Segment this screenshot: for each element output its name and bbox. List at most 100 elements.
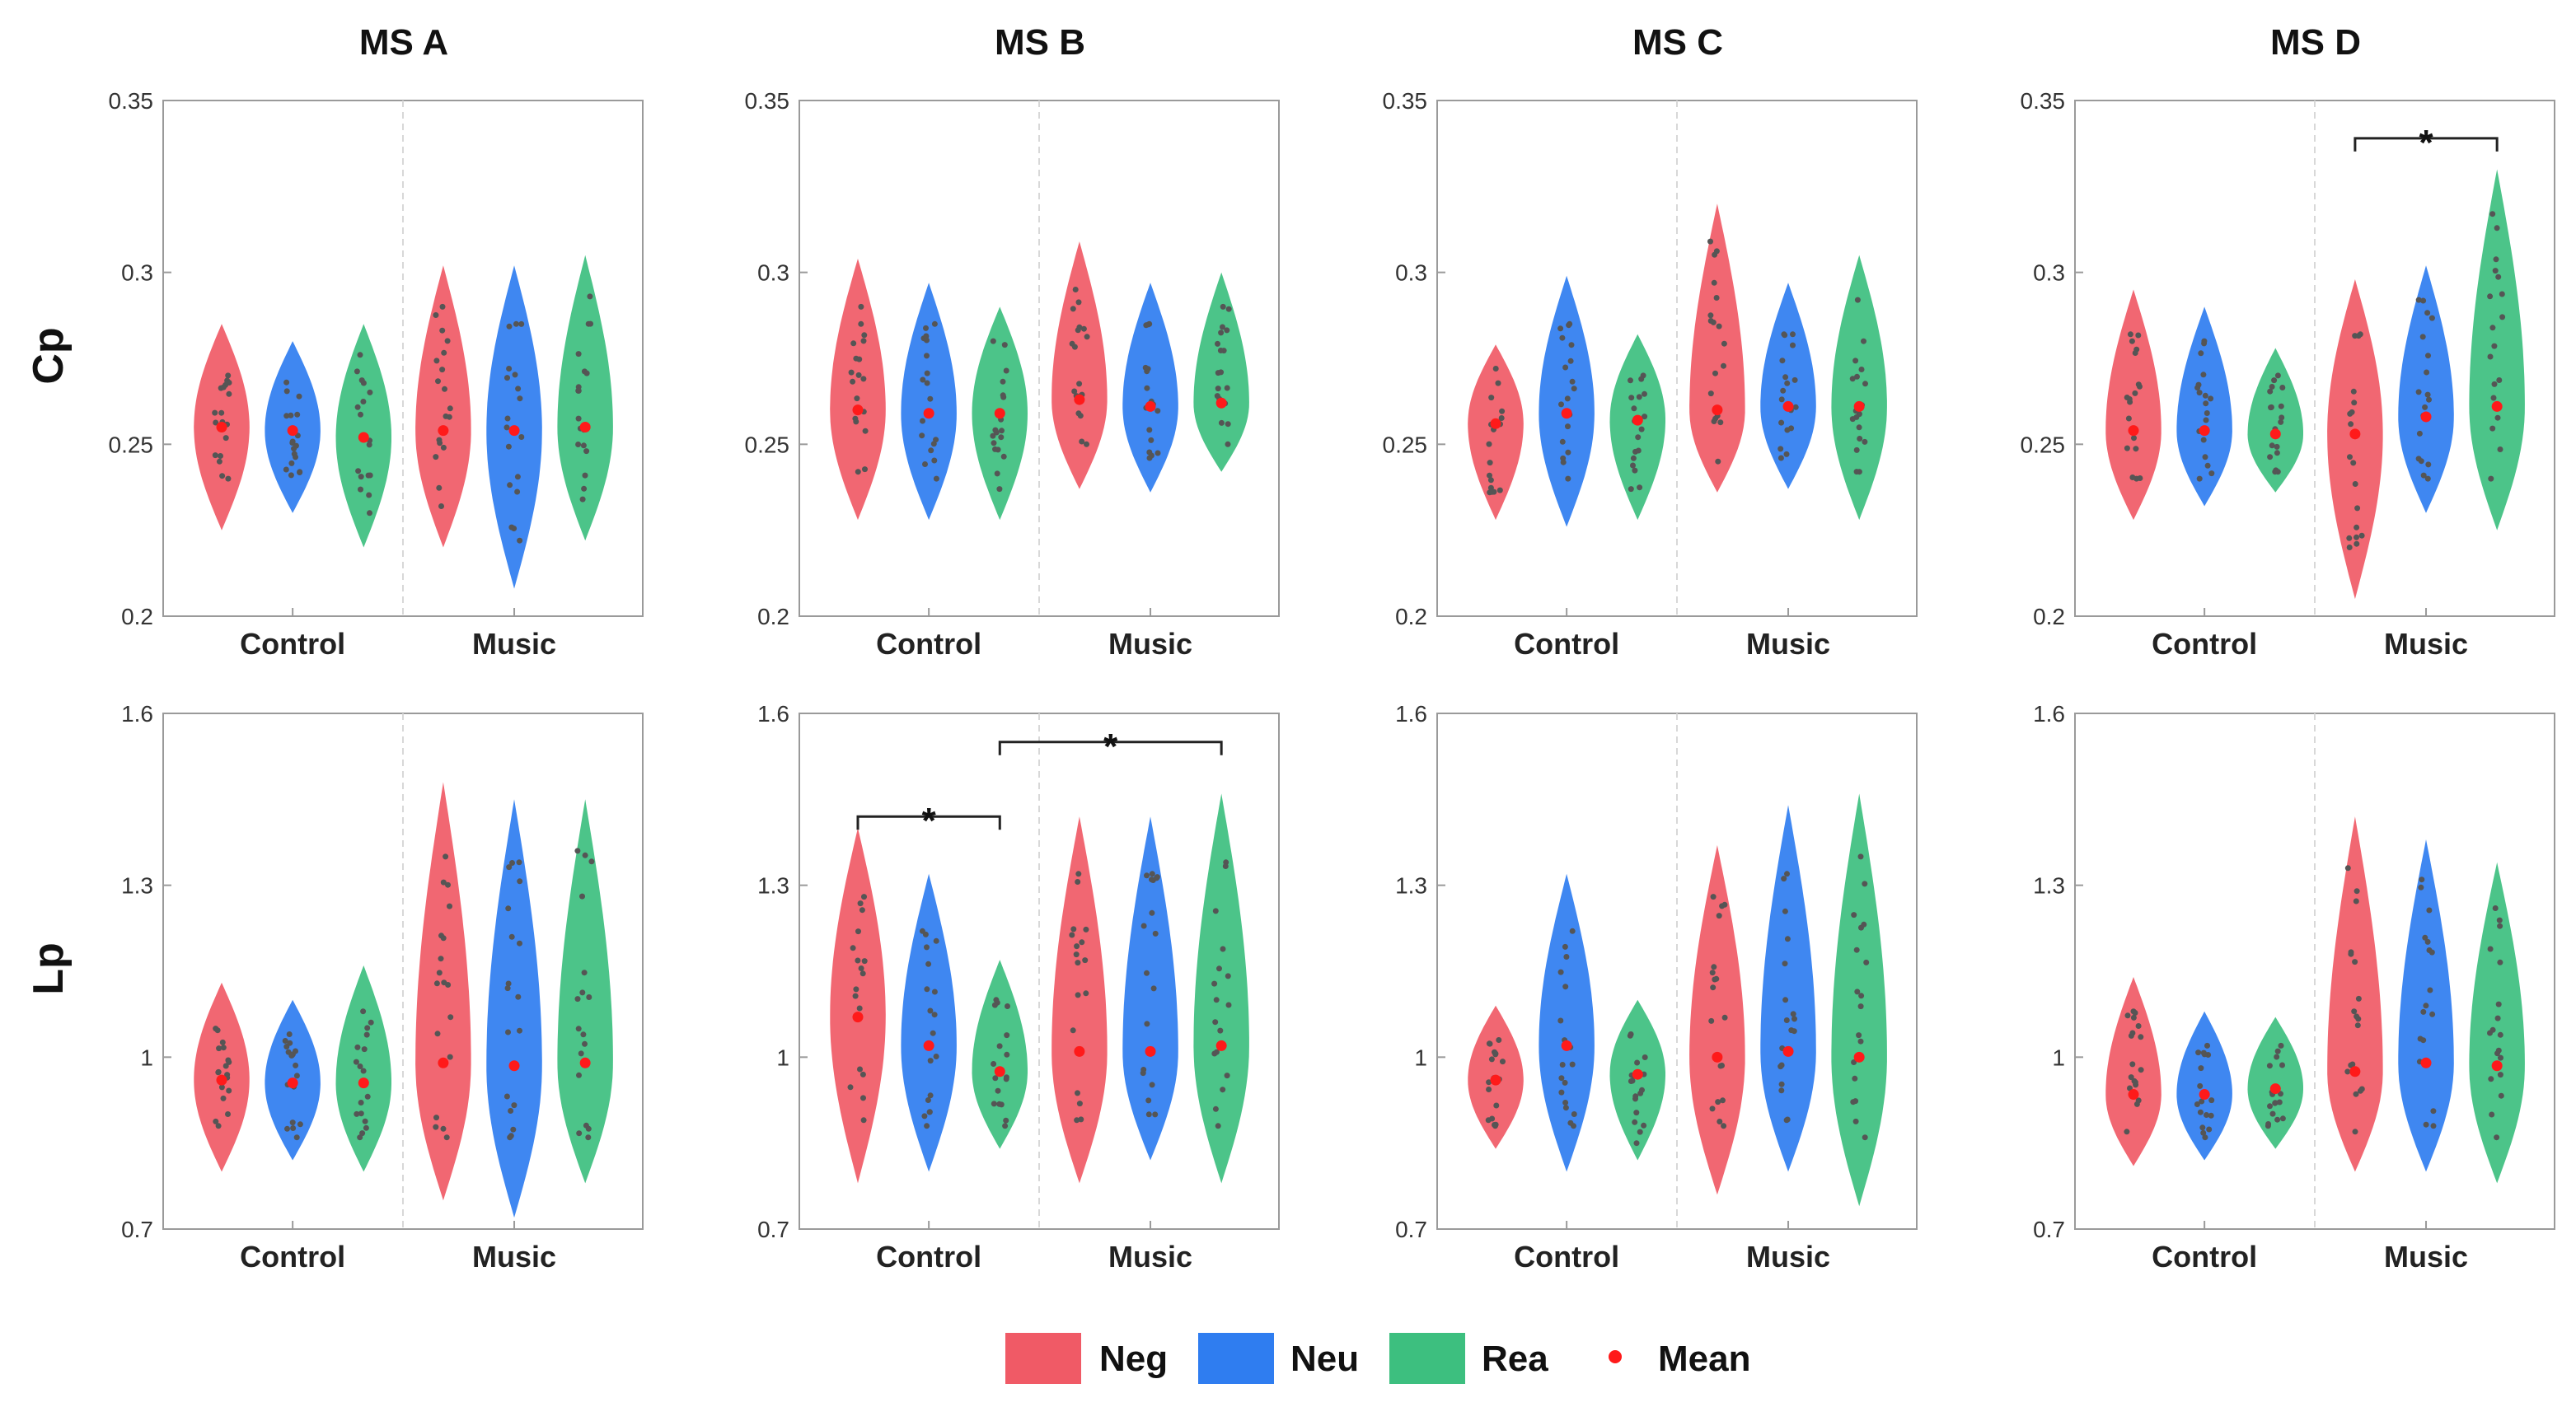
data-point bbox=[213, 419, 219, 426]
data-point bbox=[2268, 404, 2274, 410]
data-point bbox=[860, 1095, 866, 1101]
data-point bbox=[1495, 380, 1501, 386]
data-point bbox=[2129, 338, 2135, 344]
data-point bbox=[2424, 369, 2430, 376]
data-point bbox=[2352, 481, 2358, 487]
data-point bbox=[1779, 358, 1786, 364]
data-point bbox=[1003, 1076, 1009, 1082]
data-point bbox=[2495, 273, 2502, 280]
data-point bbox=[859, 1071, 866, 1077]
data-point bbox=[2424, 475, 2431, 482]
mean-marker bbox=[2128, 425, 2139, 437]
data-point bbox=[2278, 418, 2284, 425]
data-point bbox=[368, 1019, 374, 1026]
data-point bbox=[2423, 1003, 2429, 1009]
data-point bbox=[1862, 1134, 1868, 1141]
data-point bbox=[219, 473, 226, 479]
legend-label-mean: Mean bbox=[1658, 1339, 1750, 1379]
data-point bbox=[925, 961, 932, 967]
data-point bbox=[358, 1110, 364, 1117]
group-label: Music bbox=[1108, 1240, 1192, 1274]
data-point bbox=[2494, 1015, 2501, 1021]
data-point bbox=[1562, 1079, 1568, 1086]
data-point bbox=[1562, 984, 1569, 990]
data-point bbox=[1710, 894, 1717, 900]
data-point bbox=[1566, 322, 1572, 329]
data-point bbox=[1708, 1017, 1715, 1024]
data-point bbox=[860, 1117, 867, 1124]
y-tick-label: 1 bbox=[1414, 1045, 1427, 1070]
data-point bbox=[1070, 1027, 1076, 1034]
data-point bbox=[1782, 332, 1788, 339]
data-point bbox=[850, 945, 856, 951]
data-point bbox=[2196, 475, 2203, 482]
data-point bbox=[2274, 1054, 2280, 1060]
data-point bbox=[933, 937, 939, 944]
data-point bbox=[2420, 1037, 2427, 1044]
row-labels: Cp Lp bbox=[25, 327, 73, 994]
data-point bbox=[443, 1134, 450, 1141]
y-tick-label: 0.35 bbox=[1383, 88, 1428, 114]
data-point bbox=[856, 356, 863, 362]
data-point bbox=[1567, 358, 1574, 364]
data-point bbox=[1218, 419, 1225, 426]
data-point bbox=[357, 1063, 363, 1069]
data-point bbox=[283, 1044, 290, 1049]
data-point bbox=[859, 970, 866, 977]
y-tick-label: 0.2 bbox=[121, 604, 153, 629]
data-point bbox=[2195, 381, 2202, 388]
legend-label-neu: Neu bbox=[1290, 1339, 1359, 1379]
data-point bbox=[1637, 484, 1643, 491]
data-point bbox=[225, 475, 232, 482]
data-point bbox=[289, 1120, 296, 1126]
data-point bbox=[2273, 467, 2279, 474]
violin-neu bbox=[486, 799, 542, 1218]
data-point bbox=[2267, 388, 2274, 395]
group-label: Music bbox=[2384, 627, 2468, 661]
data-point bbox=[2208, 395, 2214, 402]
data-point bbox=[1224, 327, 1230, 334]
data-point bbox=[293, 1062, 299, 1068]
data-point bbox=[288, 1052, 295, 1059]
mean-marker bbox=[1215, 1040, 1227, 1051]
data-point bbox=[1569, 928, 1576, 934]
data-point bbox=[923, 333, 930, 339]
data-point bbox=[2354, 524, 2360, 531]
data-point bbox=[212, 409, 218, 416]
mean-marker bbox=[1782, 400, 1794, 412]
data-point bbox=[2278, 403, 2284, 409]
data-point bbox=[858, 320, 864, 327]
y-tick-label: 0.35 bbox=[745, 88, 790, 114]
data-point bbox=[1075, 879, 1081, 885]
data-point bbox=[2358, 532, 2365, 539]
violin-neg bbox=[1051, 241, 1108, 489]
data-point bbox=[2489, 211, 2496, 217]
mean-marker bbox=[508, 425, 520, 437]
mean-marker bbox=[2199, 1089, 2210, 1101]
data-point bbox=[1634, 1059, 1641, 1066]
data-point bbox=[2203, 400, 2209, 407]
data-point bbox=[1225, 306, 1232, 312]
data-point bbox=[1571, 386, 1577, 392]
data-point bbox=[2424, 391, 2431, 398]
data-point bbox=[517, 940, 522, 947]
data-point bbox=[1778, 396, 1785, 403]
significance-bracket bbox=[998, 741, 1223, 755]
data-point bbox=[1790, 331, 1796, 338]
data-point bbox=[1790, 1011, 1796, 1017]
data-point bbox=[445, 881, 451, 888]
data-point bbox=[2420, 1008, 2427, 1015]
y-tick-label: 0.7 bbox=[121, 1217, 153, 1242]
data-point bbox=[2419, 876, 2425, 883]
y-tick-label: 0.3 bbox=[757, 260, 789, 286]
data-point bbox=[1559, 438, 1566, 445]
mean-marker bbox=[1632, 414, 1643, 426]
data-point bbox=[363, 1124, 369, 1131]
panel: 0.2 0.25 0.3 0.35 Control Music bbox=[1383, 88, 1918, 661]
data-point bbox=[440, 1125, 447, 1132]
data-point bbox=[518, 320, 525, 327]
data-point bbox=[1225, 441, 1231, 447]
violin-neu bbox=[901, 873, 957, 1172]
data-point bbox=[2489, 1026, 2496, 1033]
data-point bbox=[924, 380, 930, 386]
